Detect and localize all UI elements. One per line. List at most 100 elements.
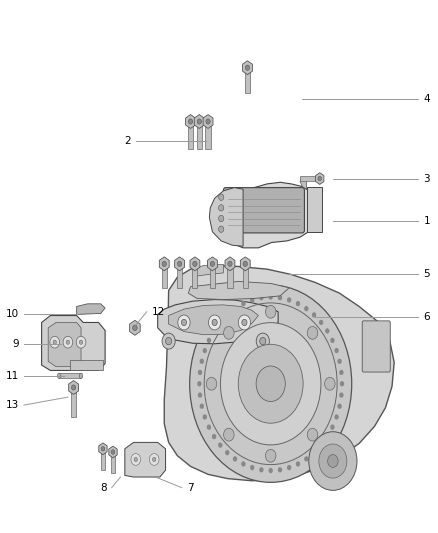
Circle shape <box>79 340 83 344</box>
Circle shape <box>233 456 237 462</box>
Text: 6: 6 <box>424 312 430 322</box>
Circle shape <box>233 306 237 311</box>
Circle shape <box>325 434 329 439</box>
Circle shape <box>330 424 335 430</box>
Circle shape <box>63 336 73 348</box>
Circle shape <box>334 414 339 419</box>
Bar <box>111 452 115 473</box>
Circle shape <box>312 450 316 455</box>
Polygon shape <box>209 188 243 246</box>
Text: 8: 8 <box>100 483 106 492</box>
Circle shape <box>206 119 210 124</box>
Circle shape <box>328 455 338 467</box>
Circle shape <box>181 319 187 326</box>
Circle shape <box>218 442 223 448</box>
Polygon shape <box>125 442 166 477</box>
Ellipse shape <box>57 373 61 378</box>
Circle shape <box>250 297 254 303</box>
Circle shape <box>166 337 172 345</box>
Circle shape <box>198 392 202 398</box>
FancyBboxPatch shape <box>223 188 304 233</box>
Circle shape <box>225 312 230 318</box>
Circle shape <box>309 432 357 490</box>
Bar <box>243 264 248 288</box>
Polygon shape <box>42 316 105 370</box>
Circle shape <box>134 457 138 462</box>
Circle shape <box>219 205 224 211</box>
Text: 7: 7 <box>187 483 194 492</box>
Polygon shape <box>158 300 278 344</box>
Circle shape <box>219 226 224 232</box>
Bar <box>192 264 198 288</box>
Polygon shape <box>175 257 184 271</box>
Circle shape <box>339 392 343 398</box>
Ellipse shape <box>79 373 83 378</box>
Circle shape <box>337 359 342 364</box>
Circle shape <box>260 337 266 345</box>
Circle shape <box>162 261 166 266</box>
Bar <box>307 187 322 232</box>
Circle shape <box>268 468 273 473</box>
Circle shape <box>268 294 273 300</box>
Bar <box>210 264 215 288</box>
Polygon shape <box>194 115 204 128</box>
Circle shape <box>243 261 247 266</box>
Circle shape <box>200 359 204 364</box>
Circle shape <box>238 315 251 330</box>
Polygon shape <box>186 115 195 128</box>
Circle shape <box>228 261 232 266</box>
Circle shape <box>203 348 207 353</box>
Circle shape <box>66 340 70 344</box>
Circle shape <box>296 461 300 466</box>
Polygon shape <box>193 264 223 276</box>
Circle shape <box>198 370 202 375</box>
Text: 5: 5 <box>424 270 430 279</box>
Circle shape <box>207 338 211 343</box>
Text: 4: 4 <box>424 94 430 103</box>
Circle shape <box>177 261 182 266</box>
Polygon shape <box>190 257 200 271</box>
Circle shape <box>152 457 156 462</box>
Bar <box>300 176 320 181</box>
Circle shape <box>212 434 216 439</box>
Circle shape <box>71 385 76 390</box>
Bar <box>205 122 211 149</box>
Circle shape <box>256 366 285 401</box>
Bar <box>101 449 105 470</box>
Text: 1: 1 <box>424 216 430 226</box>
Circle shape <box>339 370 343 375</box>
Polygon shape <box>300 177 307 189</box>
Polygon shape <box>99 443 107 455</box>
Circle shape <box>111 450 115 454</box>
Circle shape <box>149 454 159 465</box>
Circle shape <box>319 444 347 478</box>
Circle shape <box>330 338 335 343</box>
Circle shape <box>296 301 300 306</box>
Polygon shape <box>48 322 81 367</box>
Circle shape <box>307 428 318 441</box>
Text: 10: 10 <box>6 310 19 319</box>
Bar <box>188 122 193 149</box>
Circle shape <box>325 377 335 390</box>
Circle shape <box>334 348 339 353</box>
Polygon shape <box>77 304 105 314</box>
Circle shape <box>319 320 323 325</box>
Circle shape <box>259 295 264 301</box>
Circle shape <box>188 119 193 124</box>
Circle shape <box>259 467 264 472</box>
Circle shape <box>225 450 230 455</box>
Circle shape <box>101 447 105 451</box>
Polygon shape <box>203 115 213 128</box>
Circle shape <box>256 333 269 349</box>
Polygon shape <box>225 257 235 271</box>
Circle shape <box>287 297 291 303</box>
Polygon shape <box>109 446 117 458</box>
Bar <box>70 360 103 370</box>
Circle shape <box>241 301 246 306</box>
Polygon shape <box>169 305 258 335</box>
Text: 12: 12 <box>152 307 165 317</box>
Circle shape <box>319 442 323 448</box>
Circle shape <box>207 424 211 430</box>
Circle shape <box>219 194 224 200</box>
Circle shape <box>224 428 234 441</box>
